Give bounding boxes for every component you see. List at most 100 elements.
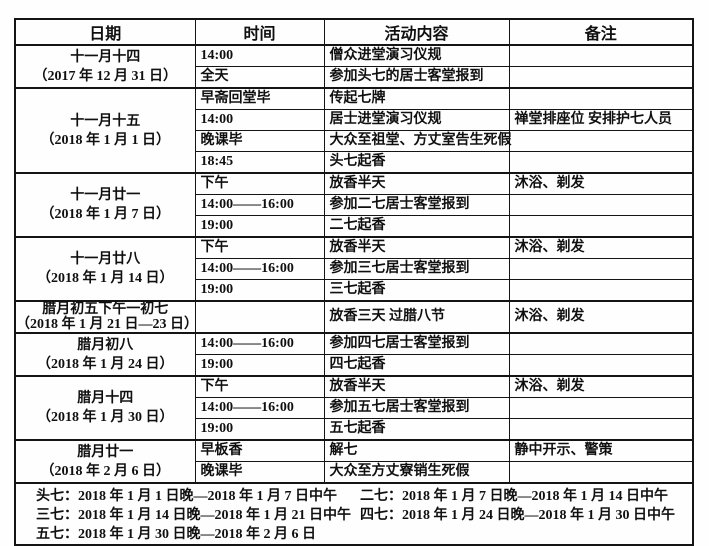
table-row: 14:00——16:00 参加三七居士客堂报到	[15, 258, 694, 280]
time-cell: 早板香	[194, 439, 325, 462]
time-cell	[194, 300, 325, 334]
gregorian-date: （2018 年 1 月 1 日）	[40, 132, 171, 148]
table-row: 晚课毕 大众至方丈寮销生死假	[15, 461, 694, 484]
note-cell	[508, 258, 694, 280]
time-cell: 14:00——16:00	[194, 397, 325, 419]
activity-cell: 头七起香	[323, 151, 510, 174]
table-row: 19:00 五七起香	[15, 418, 694, 441]
time-cell: 18:45	[194, 151, 325, 174]
note-cell: 沐浴、剃发	[508, 375, 694, 398]
table-row: 腊月十四 （2018 年 1 月 30 日） 下午 放香半天 沐浴、剃发	[14, 375, 694, 441]
note-cell: 禅堂排座位 安排护七人员	[508, 109, 694, 131]
activity-cell: 放香半天	[323, 172, 510, 195]
activity-cell: 五七起香	[323, 418, 510, 441]
time-cell: 下午	[194, 375, 325, 398]
activity-cell: 二七起香	[323, 215, 510, 238]
date-cell: 十一月廿八 （2018 年 1 月 14 日）	[14, 236, 196, 302]
gregorian-date: （2018 年 2 月 6 日）	[40, 463, 171, 479]
table-row: 腊月初五下午一初七 （2018 年 1 月 21 日—23 日） 放香三天 过腊八节…	[14, 300, 694, 334]
header-activity: 活动内容	[323, 18, 510, 46]
activity-cell: 参加四七居士客堂报到	[323, 332, 510, 355]
activity-cell: 大众至方丈寮销生死假	[323, 461, 510, 484]
date-cell: 十一月廿一 （2018 年 1 月 7 日）	[14, 172, 196, 238]
note-cell	[508, 151, 694, 174]
activity-cell: 参加三七居士客堂报到	[323, 258, 510, 280]
activity-cell: 传起七牌	[323, 87, 510, 110]
gregorian-date: （2018 年 1 月 24 日）	[37, 356, 174, 372]
table-row: 14:00——16:00 参加五七居士客堂报到	[15, 397, 694, 419]
table-row: 18:45 头七起香	[15, 151, 694, 174]
time-cell: 14:00——16:00	[194, 258, 325, 280]
table-row: 十一月十五 （2018 年 1 月 1 日） 早斋回堂毕 传起七牌	[14, 87, 694, 174]
lunar-date: 十一月十四	[70, 49, 141, 65]
header-date: 日期	[14, 18, 196, 46]
note-cell	[508, 418, 694, 441]
header-time: 时间	[194, 18, 325, 46]
note-cell: 静中开示、警策	[508, 439, 694, 462]
time-cell: 晚课毕	[194, 461, 325, 484]
date-cell: 十一月十四 （2017 年 12 月 31 日）	[14, 44, 196, 89]
note-cell	[508, 215, 694, 238]
time-cell: 全天	[194, 66, 325, 89]
table-row: 腊月初八 （2018 年 1 月 24 日） 14:00——16:00 参加四七居士客…	[14, 332, 694, 377]
schedule-table-header: 日期 时间 活动内容 备注	[14, 18, 694, 46]
time-cell: 19:00	[194, 279, 325, 302]
lunar-date: 腊月初五下午一初七	[42, 302, 169, 317]
gregorian-date: （2018 年 1 月 30 日）	[37, 410, 174, 425]
note-cell	[508, 44, 694, 67]
table-row: 19:00 三七起香	[15, 279, 694, 302]
footnote-right: 二七：2018 年 1 月 7 日晚—2018 年 1 月 14 日中午	[360, 489, 668, 504]
note-cell	[508, 461, 694, 484]
table-row: 十一月十四 （2017 年 12 月 31 日） 14:00 僧众进堂演习仪规	[14, 44, 694, 89]
time-cell: 19:00	[194, 418, 325, 441]
footnotes-row: 头七：2018 年 1 月 1 日晚—2018 年 1 月 7 日中午 二七：20…	[14, 482, 694, 546]
footnote-left: 五七：2018 年 1 月 30 日晚—2018 年 2 月 6 日	[36, 527, 316, 542]
footnote-right	[360, 525, 692, 544]
lunar-date: 十一月廿一	[70, 188, 141, 203]
lunar-date: 十一月十五	[70, 113, 141, 129]
table-row: 19:00 二七起香	[15, 215, 694, 238]
table-row: 14:00 居士进堂演习仪规 禅堂排座位 安排护七人员	[15, 109, 694, 131]
footnote-line: 三七：2018 年 1 月 14 日晚—2018 年 1 月 21 日中午 四七：…	[16, 506, 692, 525]
note-cell	[508, 87, 694, 110]
activity-cell: 大众至祖堂、方丈室告生死假	[323, 130, 512, 152]
note-cell: 沐浴、剃发	[508, 300, 694, 334]
header-row: 日期 时间 活动内容 备注	[14, 18, 694, 46]
note-cell	[508, 130, 694, 152]
footnote-line: 头七：2018 年 1 月 1 日晚—2018 年 1 月 7 日中午 二七：20…	[16, 487, 692, 506]
gregorian-date: （2018 年 1 月 14 日）	[37, 271, 174, 286]
lunar-date: 腊月初八	[77, 337, 134, 353]
note-cell	[508, 332, 694, 355]
time-cell: 14:00——16:00	[194, 332, 325, 355]
activity-cell: 放香半天	[323, 236, 510, 259]
lunar-date: 十一月廿八	[70, 252, 141, 267]
time-cell: 下午	[194, 236, 325, 259]
gregorian-date: （2017 年 12 月 31 日）	[33, 68, 178, 84]
time-cell: 14:00	[194, 44, 325, 67]
time-cell: 19:00	[194, 215, 325, 238]
note-cell	[508, 397, 694, 419]
footnotes-cell: 头七：2018 年 1 月 1 日晚—2018 年 1 月 7 日中午 二七：20…	[14, 482, 694, 546]
table-row: 十一月廿一 （2018 年 1 月 7 日） 下午 放香半天 沐浴、剃发	[14, 172, 694, 238]
footnote-left: 三七：2018 年 1 月 14 日晚—2018 年 1 月 21 日中午	[36, 508, 351, 523]
note-cell	[508, 279, 694, 302]
note-cell	[508, 66, 694, 89]
date-cell: 十一月十五 （2018 年 1 月 1 日）	[14, 87, 196, 174]
date-cell: 腊月初八 （2018 年 1 月 24 日）	[14, 332, 196, 377]
activity-cell: 放香半天	[323, 375, 510, 398]
activity-cell: 参加头七的居士客堂报到	[323, 66, 510, 89]
date-cell: 腊月廿一 （2018 年 2 月 6 日）	[14, 439, 196, 484]
activity-cell: 三七起香	[323, 279, 510, 302]
table-row: 十一月廿八 （2018 年 1 月 14 日） 下午 放香半天 沐浴、剃发	[14, 236, 694, 302]
lunar-date: 腊月廿一	[77, 444, 134, 460]
activity-cell: 解七	[323, 439, 510, 462]
footnote-left: 头七：2018 年 1 月 1 日晚—2018 年 1 月 7 日中午	[36, 489, 337, 504]
note-cell: 沐浴、剃发	[508, 172, 694, 195]
time-cell: 19:00	[194, 354, 325, 377]
activity-cell: 居士进堂演习仪规	[323, 109, 510, 131]
time-cell: 14:00——16:00	[194, 194, 325, 216]
activity-cell: 放香三天 过腊八节	[323, 300, 510, 334]
note-cell	[508, 354, 694, 377]
time-cell: 14:00	[194, 109, 325, 131]
